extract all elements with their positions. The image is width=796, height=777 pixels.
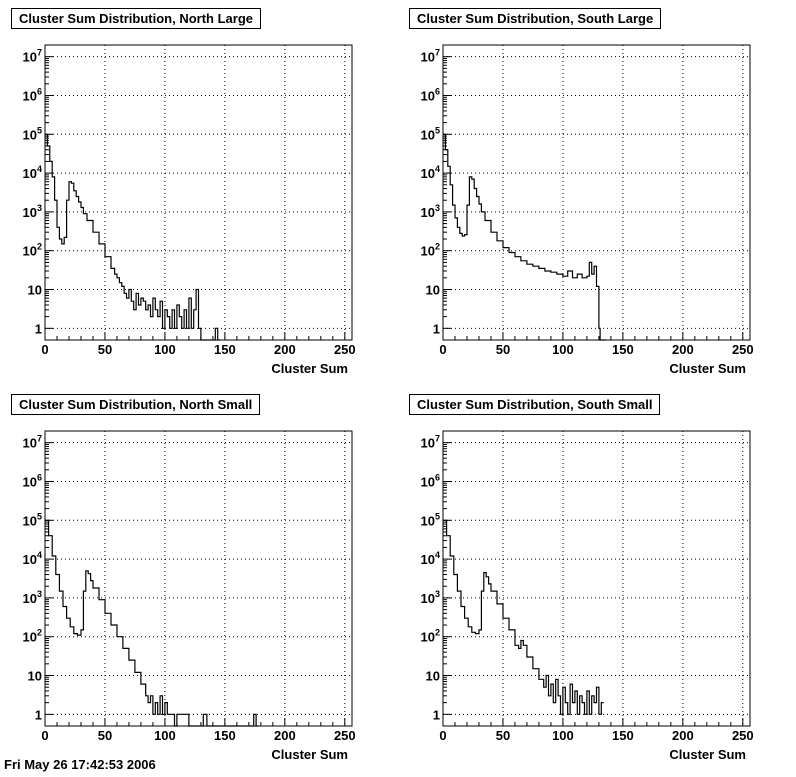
y-tick-label: 106 — [23, 472, 42, 489]
x-tick-label: 200 — [274, 342, 296, 357]
y-tick-label: 105 — [421, 125, 440, 142]
y-tick-label: 104 — [23, 550, 42, 567]
y-tick-label: 103 — [23, 589, 42, 606]
y-tick-label: 10 — [426, 669, 440, 684]
x-tick-label: 250 — [334, 342, 356, 357]
y-tick-label: 10 — [426, 283, 440, 298]
pad-north-small: Cluster Sum Distribution, North Small 0 5… — [0, 386, 398, 772]
x-tick-label: 100 — [154, 342, 176, 357]
y-tick-label: 106 — [23, 86, 42, 103]
y-tick-label: 103 — [23, 203, 42, 220]
y-tick-label: 107 — [23, 48, 42, 65]
y-tick-label: 1 — [433, 321, 440, 336]
x-tick-label: 150 — [612, 342, 634, 357]
y-tick-label: 103 — [421, 589, 440, 606]
y-tick-label: 104 — [421, 164, 440, 181]
x-tick-label: 50 — [496, 728, 510, 743]
y-tick-label: 105 — [421, 511, 440, 528]
x-tick-label: 150 — [214, 728, 236, 743]
x-tick-label: 50 — [98, 728, 112, 743]
y-tick-label: 10 — [28, 283, 42, 298]
grid — [443, 45, 750, 340]
x-tick-label: 0 — [439, 728, 446, 743]
histogram-series — [443, 133, 607, 341]
y-tick-label: 1 — [433, 707, 440, 722]
y-tick-label: 105 — [23, 125, 42, 142]
x-axis-label: Cluster Sum — [271, 361, 348, 376]
x-tick-label: 200 — [672, 342, 694, 357]
plot-north-small: 0 50 100 150 200 250 1 10 102 103 104 105 106 107 Clus… — [23, 430, 356, 762]
y-tick-label: 102 — [421, 628, 440, 645]
histogram-series — [443, 519, 604, 715]
y-tick-label: 102 — [23, 242, 42, 259]
y-tick-label: 107 — [421, 434, 440, 451]
y-tick-label: 1 — [35, 321, 42, 336]
y-tick-label: 104 — [23, 164, 42, 181]
plot-frame — [442, 44, 751, 341]
plot-north-large: 0 50 100 150 200 250 1 10 102 103 104 105 106 107 Clus… — [23, 44, 356, 376]
y-tick-label: 106 — [421, 472, 440, 489]
x-tick-label: 50 — [496, 342, 510, 357]
x-tick-label: 250 — [334, 728, 356, 743]
x-tick-label: 100 — [552, 342, 574, 357]
x-axis-label: Cluster Sum — [669, 361, 746, 376]
x-axis-label: Cluster Sum — [271, 747, 348, 762]
pad-title: Cluster Sum Distribution, North Large — [11, 8, 262, 29]
y-tick-label: 1 — [35, 707, 42, 722]
x-tick-label: 100 — [154, 728, 176, 743]
x-axis-label: Cluster Sum — [669, 747, 746, 762]
x-tick-label: 250 — [732, 342, 754, 357]
x-tick-label: 0 — [41, 342, 48, 357]
histogram-series — [45, 133, 221, 341]
histogram-series — [45, 519, 259, 727]
plot-frame — [44, 44, 353, 341]
x-tick-label: 0 — [439, 342, 446, 357]
x-tick-label: 50 — [98, 342, 112, 357]
pad-south-large: Cluster Sum Distribution, South Large 0 5… — [398, 0, 796, 386]
y-tick-label: 102 — [421, 242, 440, 259]
y-tick-label: 104 — [421, 550, 440, 567]
pad-title: Cluster Sum Distribution, North Small — [11, 394, 261, 415]
y-tick-label: 105 — [23, 511, 42, 528]
x-tick-label: 250 — [732, 728, 754, 743]
plot-south-small: 0 50 100 150 200 250 1 10 102 103 104 105 106 107 Clus… — [421, 430, 754, 762]
plot-south-large: 0 50 100 150 200 250 1 10 102 103 104 105 106 107 Clus… — [421, 44, 754, 376]
y-tick-label: 107 — [421, 48, 440, 65]
footer-timestamp: Fri May 26 17:42:53 2006 — [4, 757, 156, 772]
y-tick-label: 10 — [28, 669, 42, 684]
pad-title: Cluster Sum Distribution, South Small — [409, 394, 661, 415]
y-tick-label: 102 — [23, 628, 42, 645]
y-tick-label: 107 — [23, 434, 42, 451]
x-tick-label: 200 — [274, 728, 296, 743]
pad-south-small: Cluster Sum Distribution, South Small 0 5… — [398, 386, 796, 772]
y-tick-label: 106 — [421, 86, 440, 103]
x-tick-label: 100 — [552, 728, 574, 743]
x-tick-label: 200 — [672, 728, 694, 743]
x-tick-label: 0 — [41, 728, 48, 743]
y-tick-label: 103 — [421, 203, 440, 220]
pad-north-large: Cluster Sum Distribution, North Large 0 5… — [0, 0, 398, 386]
pad-title: Cluster Sum Distribution, South Large — [409, 8, 662, 29]
plot-frame — [442, 430, 751, 727]
x-tick-label: 150 — [214, 342, 236, 357]
x-tick-label: 150 — [612, 728, 634, 743]
